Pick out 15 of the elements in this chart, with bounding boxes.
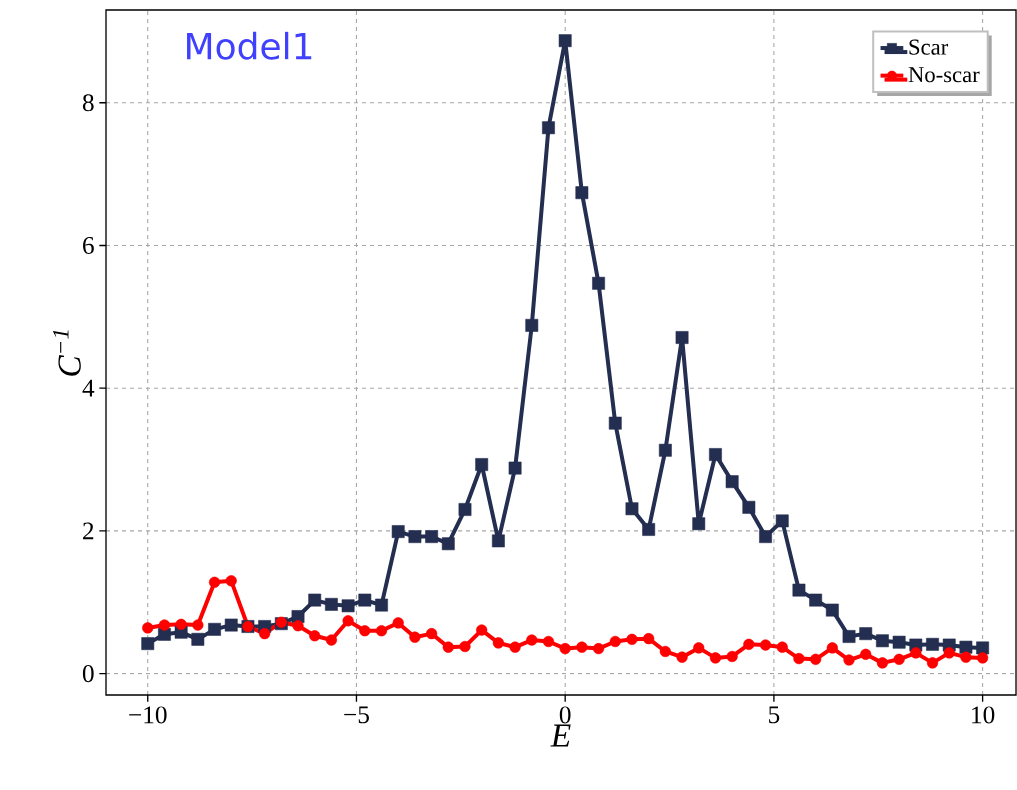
y-tick-label: 8 — [82, 94, 94, 112]
y-tick-label: 2 — [83, 522, 94, 540]
x-axis-title: E — [550, 724, 571, 747]
x-tick-label: −10 — [129, 706, 167, 724]
legend-label: Scar — [909, 39, 949, 55]
y-tick-label: 4 — [82, 379, 95, 397]
legend-label: No-scar — [908, 67, 980, 83]
annotation: Model1 — [187, 31, 312, 60]
y-tick-label: 6 — [83, 236, 94, 254]
x-tick-label: 5 — [769, 706, 780, 724]
y-axis-title: C$^{−1}$ — [53, 330, 81, 376]
x-tick-label: −5 — [344, 706, 369, 724]
y-tick-label: 0 — [82, 665, 94, 683]
x-tick-label: 10 — [972, 706, 995, 724]
x-tick-label: 0 — [559, 706, 571, 724]
